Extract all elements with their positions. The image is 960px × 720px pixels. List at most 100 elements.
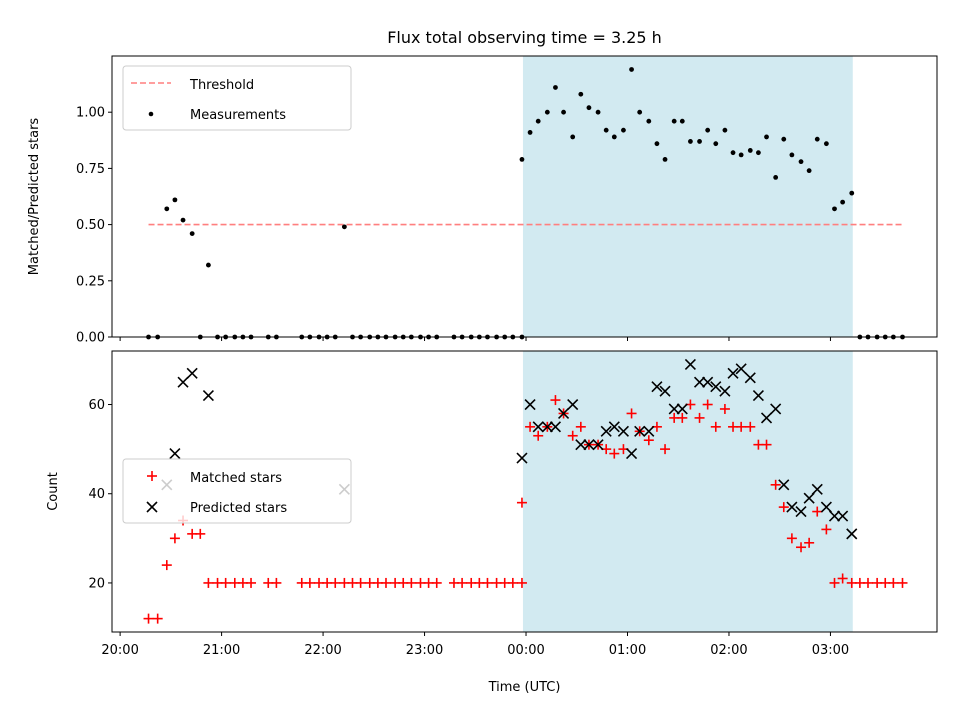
measurement-point [730, 150, 736, 156]
x-tick-label: 02:00 [710, 643, 747, 658]
predicted-star-point [651, 381, 663, 393]
matched-star-point [567, 430, 578, 441]
matched-star-point [821, 524, 832, 535]
y-tick-label: 0.50 [76, 218, 105, 233]
matched-star-point [888, 577, 899, 588]
measurement-point [535, 118, 541, 124]
measurement-point [756, 150, 761, 156]
matched-star-point [457, 577, 468, 588]
measurement-point [688, 139, 693, 144]
predicted-star-point [837, 510, 849, 522]
predicted-star-point [202, 390, 214, 402]
chart-title: Flux total observing time = 3.25 h [387, 28, 662, 47]
x-tick-label: 01:00 [609, 643, 646, 658]
matched-star-point [609, 448, 620, 459]
matched-star-point [677, 412, 688, 423]
legend-threshold-label: Threshold [189, 78, 254, 93]
matched-star-point [796, 542, 807, 553]
legend-predicted-label: Predicted stars [190, 501, 287, 516]
ratio-panel: 0.00 0.25 0.50 0.75 1.00 Flux total observin… [27, 28, 938, 346]
measurement-point [553, 85, 558, 90]
measurement-point [527, 130, 533, 135]
matched-star-point [736, 421, 747, 432]
measurement-point [781, 136, 787, 142]
matched-star-point [516, 577, 527, 588]
predicted-star-point [583, 439, 595, 451]
measurement-point [789, 152, 795, 158]
predicted-star-point [186, 367, 198, 379]
count-y-axis-label: Count [46, 472, 61, 511]
measurement-point [697, 139, 702, 144]
ratio-y-axis-label: Matched/Predicted stars [27, 118, 42, 276]
measurement-point [629, 67, 634, 72]
y-tick-label: 0.00 [76, 331, 105, 346]
predicted-star-point [625, 448, 638, 460]
matched-star-point [745, 421, 756, 432]
measurement-point [586, 105, 592, 111]
y-tick-label: 20 [88, 576, 105, 591]
legend-plus-marker [147, 471, 157, 481]
matched-star-point [431, 577, 442, 588]
predicted-star-point [558, 407, 570, 420]
matched-star-point [195, 528, 206, 539]
predicted-star-point [719, 385, 731, 397]
y-tick-label: 40 [88, 487, 105, 502]
matched-star-point [169, 533, 180, 544]
x-axis-label: Time (UTC) [488, 680, 561, 695]
matched-star-point [304, 577, 315, 588]
predicted-star-point [524, 398, 536, 411]
ratio-markers [146, 67, 905, 340]
predicted-star-point [744, 372, 756, 384]
legend-measurements-swatch [148, 111, 154, 117]
predicted-star-point [770, 403, 782, 415]
legend-measurements-label: Measurements [190, 108, 286, 123]
matched-star-point [152, 613, 163, 624]
matched-star-point [862, 577, 873, 588]
matched-star-point [897, 577, 908, 588]
predicted-star-point [600, 425, 612, 437]
predicted-star-point [676, 403, 688, 415]
measurement-point [747, 148, 753, 153]
count-x-ticks: 20:00 21:00 22:00 23:00 00:00 01:00 02:00 03:00 [101, 632, 849, 658]
y-tick-label: 0.25 [76, 274, 105, 289]
legend-matched-swatch [147, 471, 157, 481]
measurement-point [662, 157, 668, 162]
matched-star-point [660, 444, 671, 455]
predicted-star-point [575, 439, 587, 451]
matched-star-point [643, 435, 654, 446]
measurement-point [519, 157, 525, 162]
matched-star-point [143, 613, 154, 624]
predicted-star-point [592, 439, 604, 451]
x-tick-label: 20:00 [101, 643, 138, 658]
measurement-point [773, 174, 779, 180]
ratio-y-ticks: 0.00 0.25 0.50 0.75 1.00 [76, 106, 112, 346]
measurement-point [764, 134, 769, 140]
matched-star-point [482, 577, 493, 588]
measurement-point [646, 118, 652, 124]
matched-star-point [516, 497, 527, 508]
matched-star-point [525, 421, 536, 432]
count-legend: Matched stars Predicted stars [122, 458, 352, 524]
count-markers [143, 358, 908, 624]
measurement-point [570, 134, 576, 140]
measurement-point [637, 109, 643, 115]
y-tick-label: 0.75 [76, 162, 105, 177]
measurement-point [849, 190, 855, 196]
measurement-point [341, 224, 347, 230]
measurement-point [206, 262, 211, 268]
measurement-point [164, 206, 170, 212]
matched-star-point [550, 395, 561, 406]
predicted-star-point [702, 376, 714, 388]
predicted-star-point [811, 483, 823, 495]
matched-star-point [804, 537, 815, 548]
y-tick-label: 60 [88, 398, 105, 413]
count-axes-frame [111, 350, 938, 633]
measurement-point [823, 141, 829, 147]
count-panel: 20 40 60 20:00 21:00 22:00 23:00 00:00 01:00 02:… [46, 350, 938, 695]
predicted-star-point [169, 448, 181, 460]
measurement-point [172, 197, 178, 203]
matched-star-point [710, 421, 721, 432]
matched-star-point [246, 577, 257, 588]
measurement-point [806, 168, 812, 174]
measurement-point [654, 141, 660, 147]
